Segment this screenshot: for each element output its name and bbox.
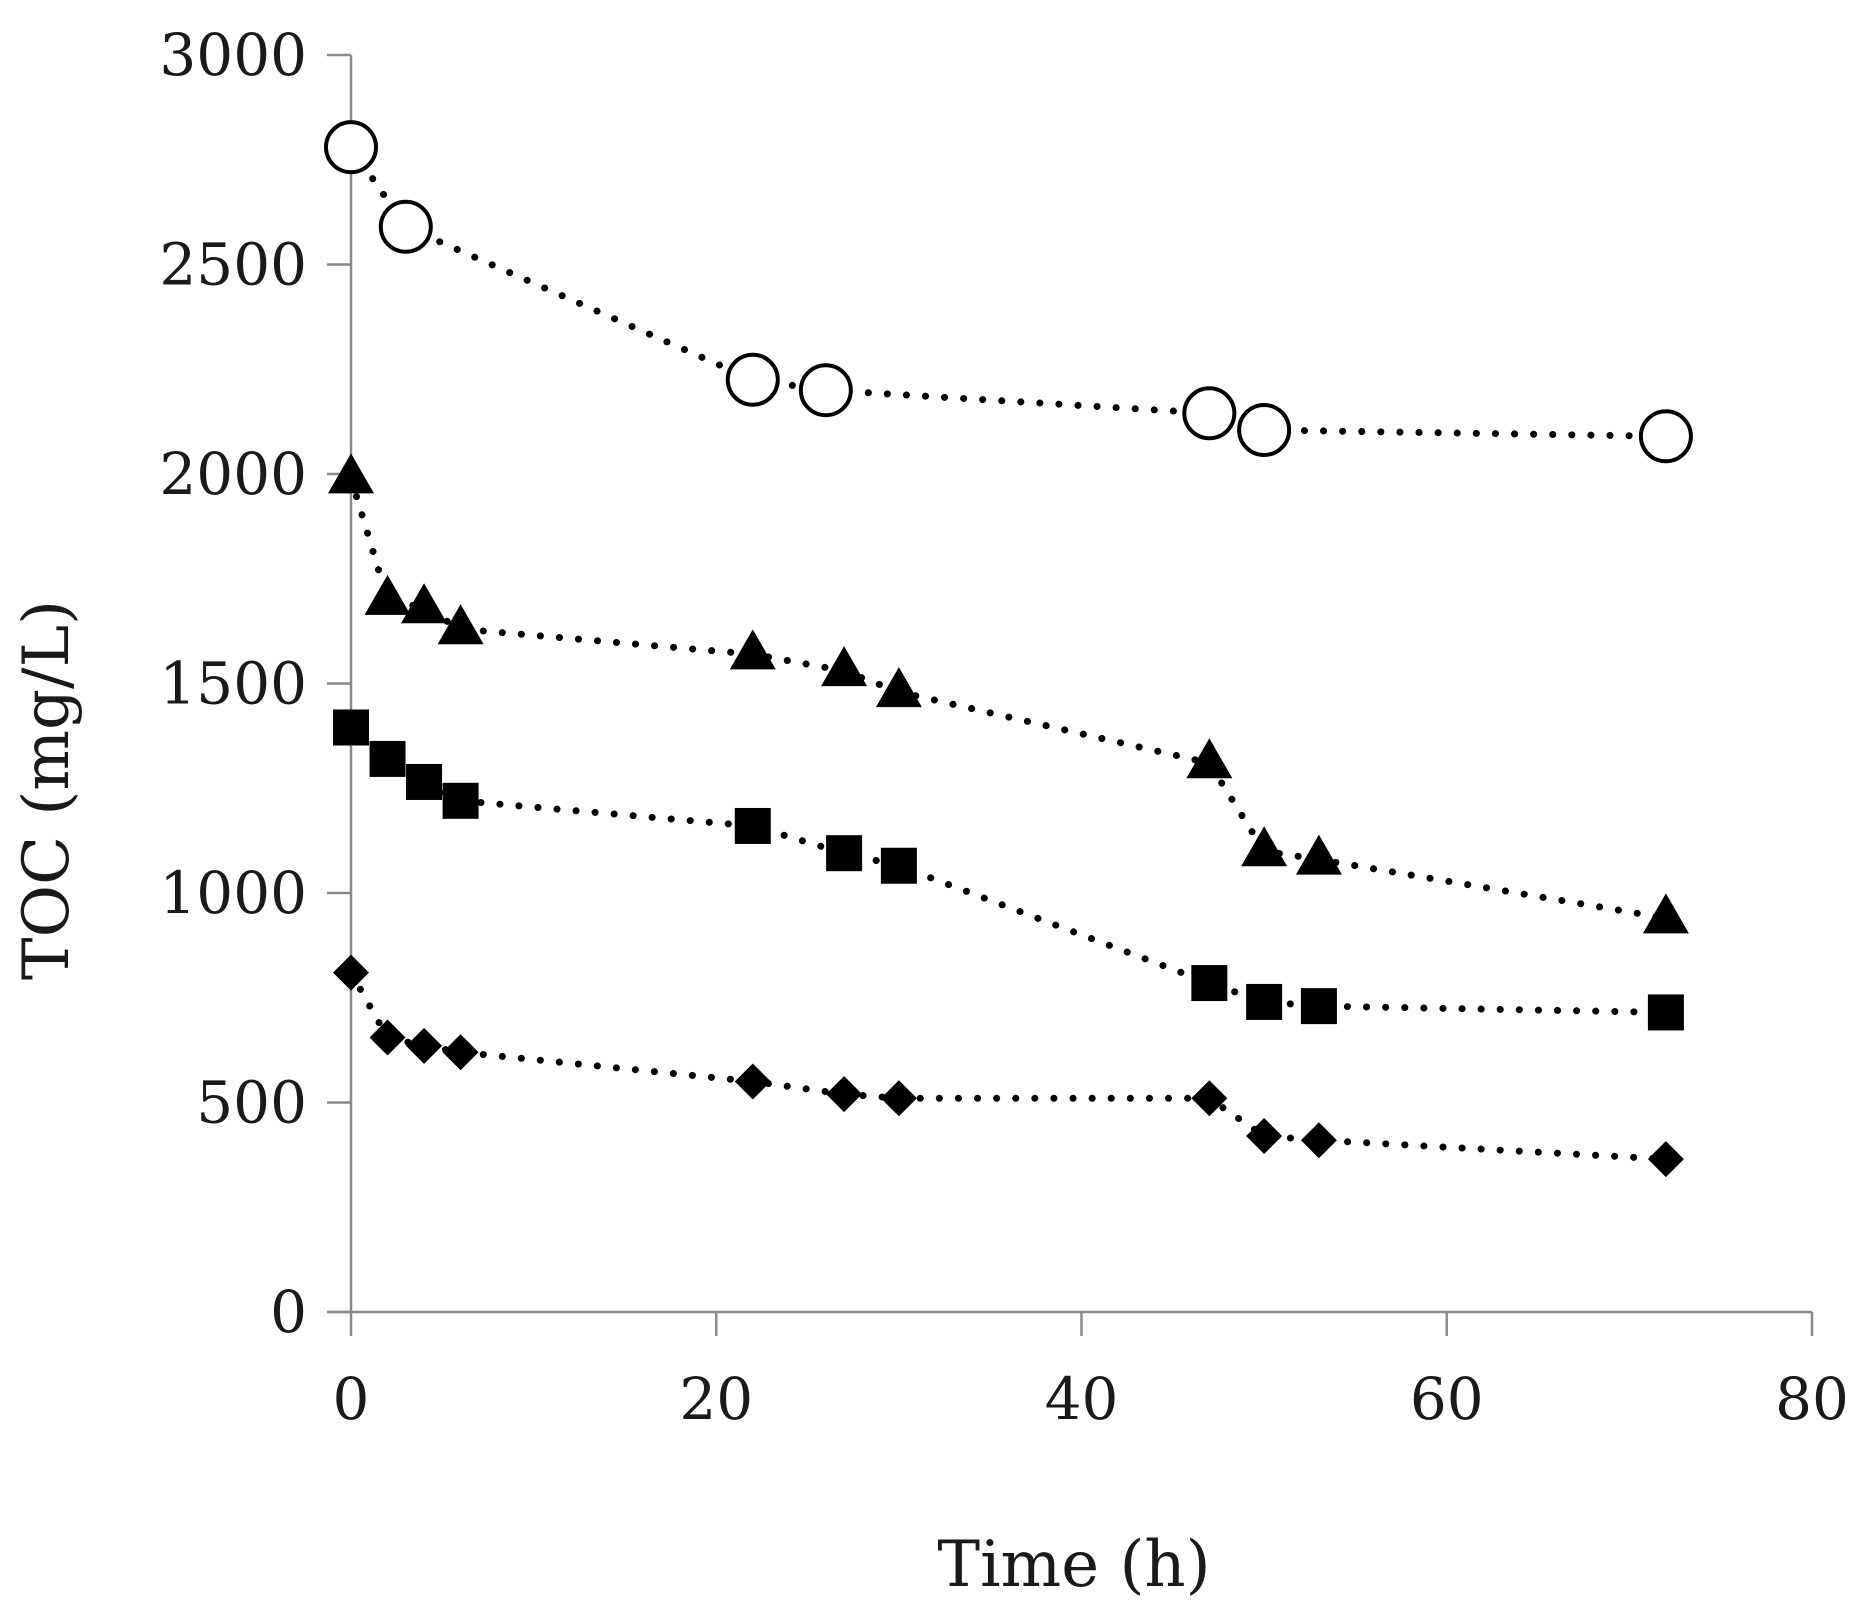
- data-point-circle: [1237, 403, 1292, 458]
- data-point-triangle: [1241, 826, 1288, 867]
- x-tick-label: 20: [679, 1365, 753, 1433]
- data-point-square: [734, 807, 771, 844]
- y-tick-label: 0: [270, 1278, 307, 1346]
- data-point-square: [826, 835, 863, 872]
- y-tick-label: 2500: [159, 231, 307, 299]
- data-point-diamond: [1647, 1141, 1684, 1178]
- x-tick-label: 80: [1775, 1365, 1849, 1433]
- y-tick-label: 1000: [159, 859, 307, 927]
- data-point-square: [442, 782, 479, 819]
- series-markers: [324, 120, 1693, 1178]
- y-axis: 0 500 1000 1500 2000 2500 3000: [159, 21, 353, 1346]
- y-tick-label: 3000: [159, 21, 307, 89]
- series-line: [347, 724, 1670, 1016]
- data-point-diamond: [880, 1080, 917, 1117]
- data-point-triangle: [1642, 893, 1689, 934]
- series-line: [347, 969, 1670, 1163]
- series-square: [333, 709, 1684, 1031]
- data-point-square: [880, 847, 917, 884]
- data-point-triangle: [1186, 738, 1233, 779]
- x-tick-label: 40: [1045, 1365, 1119, 1433]
- data-point-diamond: [333, 954, 369, 991]
- data-point-diamond: [1300, 1122, 1337, 1159]
- y-tick-label: 1500: [159, 650, 307, 718]
- data-point-circle: [725, 352, 780, 407]
- data-point-square: [406, 763, 443, 800]
- x-tick-label: 60: [1410, 1365, 1484, 1433]
- data-point-triangle: [729, 629, 776, 670]
- data-point-triangle: [401, 583, 448, 624]
- data-point-square: [1246, 983, 1283, 1020]
- data-point-diamond: [734, 1063, 771, 1100]
- data-point-square: [369, 740, 406, 777]
- data-point-triangle: [364, 574, 411, 615]
- series-line: [347, 474, 1670, 922]
- data-point-circle: [378, 199, 433, 254]
- data-point-triangle: [821, 646, 868, 687]
- series-diamond: [333, 954, 1684, 1178]
- series-line: [347, 143, 1670, 440]
- data-point-circle: [1182, 386, 1237, 441]
- series-circle-open: [324, 120, 1693, 464]
- data-point-diamond: [1191, 1080, 1228, 1117]
- series-lines: [347, 143, 1670, 1163]
- data-point-triangle: [328, 453, 374, 494]
- data-point-circle: [1638, 409, 1693, 464]
- x-axis: 0 20 40 60 80: [327, 1310, 1849, 1433]
- series-triangle: [328, 453, 1689, 934]
- data-point-triangle: [437, 604, 484, 645]
- data-point-triangle: [1295, 834, 1342, 875]
- data-point-diamond: [442, 1034, 479, 1071]
- data-point-square: [333, 709, 369, 746]
- data-point-circle: [798, 363, 853, 418]
- y-tick-label: 500: [196, 1069, 307, 1137]
- data-point-diamond: [369, 1019, 406, 1056]
- data-point-diamond: [1246, 1118, 1283, 1155]
- y-tick-label: 2000: [159, 440, 307, 508]
- data-point-circle: [324, 120, 378, 175]
- y-axis-title: TOC (mg/L): [10, 600, 84, 980]
- x-tick-label: 0: [333, 1365, 370, 1433]
- data-point-square: [1300, 988, 1337, 1025]
- data-point-diamond: [406, 1027, 443, 1064]
- data-point-triangle: [875, 667, 922, 708]
- data-point-square: [1647, 994, 1684, 1031]
- data-point-square: [1191, 965, 1228, 1002]
- data-point-diamond: [826, 1076, 863, 1113]
- x-axis-title: Time (h): [937, 1528, 1210, 1602]
